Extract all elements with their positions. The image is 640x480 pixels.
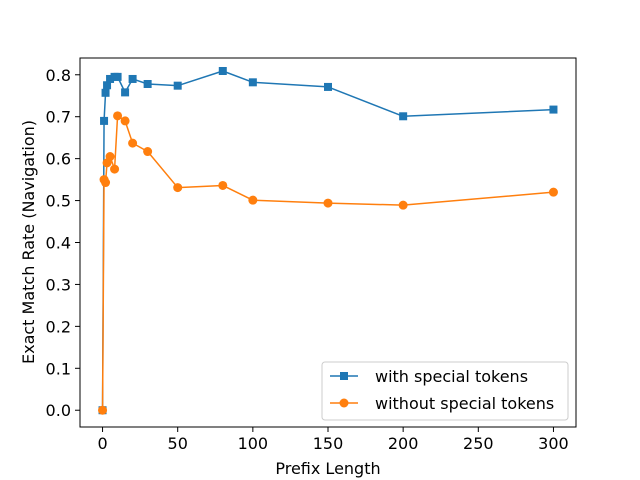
y-tick-label: 0.1 xyxy=(46,359,71,378)
data-point-without-special-tokens xyxy=(113,111,123,121)
data-point-with-special-tokens xyxy=(549,105,558,114)
data-point-with-special-tokens xyxy=(218,66,227,75)
x-tick-label: 300 xyxy=(538,434,569,453)
legend: with special tokens without special toke… xyxy=(321,361,569,421)
data-point-without-special-tokens xyxy=(548,187,558,197)
data-point-with-special-tokens xyxy=(128,74,137,83)
data-point-without-special-tokens xyxy=(218,180,228,190)
x-tick-label: 0 xyxy=(97,434,107,453)
data-point-with-special-tokens xyxy=(103,81,112,90)
data-point-without-special-tokens xyxy=(143,147,153,157)
data-point-with-special-tokens xyxy=(399,112,408,121)
y-tick-label: 0.5 xyxy=(46,192,71,211)
data-point-with-special-tokens xyxy=(101,88,110,97)
legend-label-without-special-tokens: without special tokens xyxy=(375,394,554,413)
x-tick-label: 150 xyxy=(313,434,344,453)
y-axis-label: Exact Match Rate (Navigation) xyxy=(19,120,38,364)
y-tick-label: 0.7 xyxy=(46,108,71,127)
data-point-without-special-tokens xyxy=(173,183,183,193)
legend-label-with-special-tokens: with special tokens xyxy=(375,367,528,386)
data-point-without-special-tokens xyxy=(110,164,120,174)
data-point-with-special-tokens xyxy=(106,74,115,83)
data-point-with-special-tokens xyxy=(143,79,152,88)
data-point-with-special-tokens xyxy=(100,116,109,125)
y-tick-label: 0.3 xyxy=(46,275,71,294)
data-point-without-special-tokens xyxy=(248,195,258,205)
data-point-with-special-tokens xyxy=(173,81,182,90)
x-axis: 0 50 100 150 200 250 300 xyxy=(97,427,569,453)
x-axis-label: Prefix Length xyxy=(275,459,380,478)
data-point-with-special-tokens xyxy=(121,88,130,97)
data-point-with-special-tokens xyxy=(248,78,257,87)
data-point-with-special-tokens xyxy=(324,82,332,91)
data-point-without-special-tokens xyxy=(120,116,130,126)
x-tick-label: 250 xyxy=(463,434,494,453)
data-point-without-special-tokens xyxy=(105,152,115,162)
legend-box xyxy=(321,361,569,421)
y-axis: 0.0 0.1 0.2 0.3 0.4 0.5 0.6 0.7 0.8 xyxy=(46,66,80,420)
y-tick-label: 0.0 xyxy=(46,401,71,420)
data-point-with-special-tokens xyxy=(113,72,122,81)
legend-marker-without-special-tokens xyxy=(339,398,349,408)
y-tick-label: 0.6 xyxy=(46,150,71,169)
y-tick-label: 0.2 xyxy=(46,317,71,336)
data-point-without-special-tokens xyxy=(398,200,408,210)
x-tick-label: 100 xyxy=(238,434,269,453)
plot-area xyxy=(98,66,558,415)
y-tick-label: 0.4 xyxy=(46,234,71,253)
data-point-without-special-tokens xyxy=(323,198,333,208)
series-line-without-special-tokens xyxy=(101,115,554,411)
data-point-without-special-tokens xyxy=(128,138,138,148)
data-point-without-special-tokens xyxy=(101,178,111,188)
x-tick-label: 50 xyxy=(168,434,188,453)
data-point-without-special-tokens xyxy=(98,405,108,415)
legend-marker-with-special-tokens xyxy=(340,372,348,380)
y-tick-label: 0.8 xyxy=(46,66,71,85)
x-tick-label: 200 xyxy=(388,434,419,453)
